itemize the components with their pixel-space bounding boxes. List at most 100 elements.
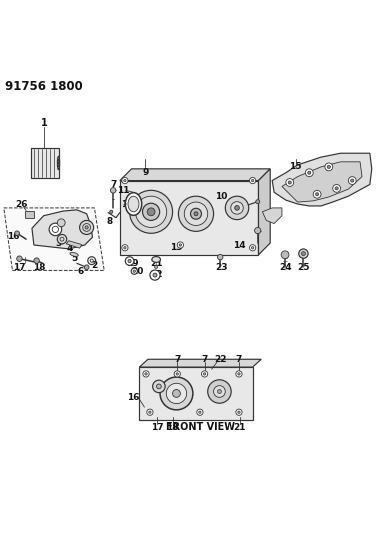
Text: 18: 18 [166, 423, 179, 432]
Circle shape [154, 265, 158, 269]
Circle shape [225, 196, 249, 220]
Circle shape [85, 226, 88, 229]
Polygon shape [66, 241, 82, 248]
Text: 19: 19 [126, 259, 139, 268]
Ellipse shape [125, 192, 142, 215]
Circle shape [305, 169, 313, 176]
Circle shape [58, 163, 59, 164]
Text: FRONT VIEW: FRONT VIEW [166, 423, 235, 432]
Circle shape [197, 409, 203, 415]
Circle shape [251, 180, 254, 182]
Circle shape [351, 179, 354, 182]
Circle shape [208, 380, 231, 403]
Circle shape [156, 384, 161, 389]
Circle shape [194, 212, 198, 216]
Circle shape [286, 179, 294, 187]
Circle shape [130, 190, 172, 233]
Text: 1: 1 [40, 118, 47, 128]
Text: 13: 13 [170, 243, 183, 252]
Text: 7: 7 [111, 180, 117, 189]
Text: 22: 22 [151, 270, 163, 279]
Circle shape [201, 371, 208, 377]
Text: 24: 24 [279, 263, 292, 272]
Polygon shape [258, 169, 270, 255]
Circle shape [316, 192, 319, 196]
Circle shape [231, 201, 243, 214]
Circle shape [136, 196, 167, 228]
Circle shape [301, 252, 305, 255]
Circle shape [256, 200, 260, 204]
Circle shape [348, 176, 356, 184]
Circle shape [131, 268, 138, 274]
Circle shape [145, 373, 147, 375]
Circle shape [124, 180, 126, 182]
Circle shape [325, 163, 333, 171]
Polygon shape [120, 181, 258, 255]
Circle shape [218, 390, 221, 393]
Polygon shape [32, 210, 93, 249]
Ellipse shape [70, 252, 78, 256]
Circle shape [313, 190, 321, 198]
Circle shape [174, 371, 180, 377]
Circle shape [84, 265, 89, 270]
Circle shape [122, 177, 128, 184]
Circle shape [172, 390, 180, 398]
Circle shape [176, 373, 178, 375]
Text: 21: 21 [234, 423, 246, 432]
Ellipse shape [152, 256, 160, 262]
Circle shape [122, 245, 128, 251]
Text: 6: 6 [78, 266, 84, 276]
Circle shape [191, 208, 201, 219]
Circle shape [203, 373, 206, 375]
Circle shape [17, 256, 22, 261]
Text: 12: 12 [121, 199, 133, 208]
Circle shape [147, 409, 153, 415]
Text: 10: 10 [215, 192, 228, 201]
Text: 7: 7 [201, 354, 208, 364]
Circle shape [80, 221, 94, 235]
Text: 15: 15 [289, 163, 302, 172]
Circle shape [250, 177, 256, 184]
Polygon shape [262, 208, 282, 223]
Text: 7: 7 [174, 354, 180, 364]
Text: 91756 1800: 91756 1800 [5, 80, 83, 93]
Circle shape [143, 371, 149, 377]
Text: 2: 2 [91, 261, 98, 270]
Circle shape [335, 187, 338, 190]
Circle shape [34, 258, 39, 263]
Circle shape [327, 165, 330, 168]
Circle shape [235, 206, 240, 210]
Circle shape [254, 228, 261, 233]
Text: 22: 22 [214, 354, 227, 364]
Circle shape [214, 386, 225, 398]
Circle shape [288, 181, 291, 184]
Bar [25, 211, 34, 218]
Circle shape [147, 208, 155, 216]
Text: 17: 17 [151, 423, 163, 432]
Circle shape [110, 210, 113, 213]
Circle shape [111, 188, 116, 193]
Text: 4: 4 [67, 245, 73, 253]
Text: 17: 17 [13, 263, 26, 272]
Text: 9: 9 [142, 168, 149, 177]
Polygon shape [120, 169, 270, 181]
Circle shape [57, 235, 67, 244]
Circle shape [149, 411, 151, 414]
Circle shape [179, 244, 181, 246]
Circle shape [333, 184, 341, 192]
Circle shape [124, 247, 126, 249]
Polygon shape [282, 162, 362, 202]
Circle shape [218, 254, 223, 260]
Circle shape [236, 371, 242, 377]
Text: 20: 20 [131, 267, 143, 276]
Polygon shape [272, 153, 372, 206]
Text: 3: 3 [55, 239, 62, 248]
Polygon shape [140, 359, 261, 367]
Circle shape [153, 273, 157, 277]
Circle shape [236, 409, 242, 415]
Ellipse shape [128, 196, 139, 212]
Circle shape [299, 249, 308, 259]
Text: 25: 25 [297, 263, 310, 272]
Polygon shape [4, 208, 104, 270]
Circle shape [160, 377, 193, 410]
